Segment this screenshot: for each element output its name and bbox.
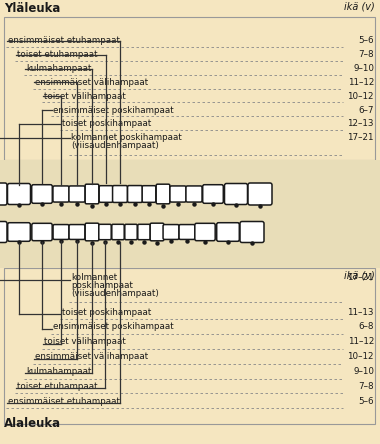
FancyBboxPatch shape: [186, 186, 202, 202]
FancyBboxPatch shape: [203, 185, 223, 203]
Text: 5–6: 5–6: [358, 396, 374, 406]
Text: ensimmäiset poskihampaat: ensimmäiset poskihampaat: [53, 106, 174, 115]
Text: 17–21: 17–21: [347, 274, 374, 282]
Text: 7–8: 7–8: [358, 50, 374, 59]
Text: toiset poskihampaat: toiset poskihampaat: [62, 119, 151, 128]
FancyBboxPatch shape: [125, 224, 137, 240]
Text: ensimmäiset etuhampaat: ensimmäiset etuhampaat: [8, 36, 120, 45]
FancyBboxPatch shape: [163, 225, 179, 239]
Bar: [0, 160, 380, 268]
Text: ensimmäiset etuhampaat: ensimmäiset etuhampaat: [8, 396, 120, 406]
FancyBboxPatch shape: [53, 225, 69, 239]
FancyBboxPatch shape: [195, 223, 215, 241]
Text: 17–21: 17–21: [347, 133, 374, 142]
FancyBboxPatch shape: [0, 183, 7, 205]
Text: poskihampaat: poskihampaat: [71, 281, 133, 290]
Text: toiset etuhampaat: toiset etuhampaat: [17, 50, 98, 59]
Text: Alaleuka: Alaleuka: [4, 417, 61, 430]
Text: 10–12: 10–12: [347, 352, 374, 361]
FancyBboxPatch shape: [179, 225, 195, 239]
Text: toiset välihampaat: toiset välihampaat: [44, 92, 126, 101]
FancyBboxPatch shape: [0, 222, 7, 242]
FancyBboxPatch shape: [128, 186, 142, 202]
Text: ensimmäiset välihampaat: ensimmäiset välihampaat: [35, 352, 148, 361]
FancyBboxPatch shape: [99, 224, 111, 240]
Text: 9–10: 9–10: [353, 367, 374, 376]
FancyBboxPatch shape: [32, 185, 52, 203]
Text: kulmahampaat: kulmahampaat: [26, 367, 91, 376]
FancyBboxPatch shape: [112, 224, 124, 240]
Text: 9–10: 9–10: [353, 64, 374, 73]
FancyBboxPatch shape: [138, 224, 150, 240]
FancyBboxPatch shape: [217, 223, 239, 241]
Text: ensimmäiset poskihampaat: ensimmäiset poskihampaat: [53, 322, 174, 332]
Text: 11–12: 11–12: [348, 337, 374, 346]
Text: 10–12: 10–12: [347, 92, 374, 101]
FancyBboxPatch shape: [99, 186, 113, 202]
FancyBboxPatch shape: [69, 225, 85, 239]
Text: ikä (v): ikä (v): [344, 270, 375, 280]
Text: 7–8: 7–8: [358, 382, 374, 391]
FancyBboxPatch shape: [112, 186, 127, 202]
FancyBboxPatch shape: [156, 184, 170, 204]
Text: 11–13: 11–13: [347, 308, 374, 317]
FancyBboxPatch shape: [225, 183, 247, 205]
Text: 5–6: 5–6: [358, 36, 374, 45]
FancyBboxPatch shape: [69, 186, 85, 202]
Bar: [4, 268, 375, 424]
Text: ensimmäiset välihampaat: ensimmäiset välihampaat: [35, 78, 148, 87]
FancyBboxPatch shape: [85, 184, 99, 204]
Text: toiset välihampaat: toiset välihampaat: [44, 337, 126, 346]
Text: 6–7: 6–7: [358, 106, 374, 115]
FancyBboxPatch shape: [142, 186, 156, 202]
FancyBboxPatch shape: [32, 223, 52, 241]
FancyBboxPatch shape: [170, 186, 186, 202]
Bar: [4, 17, 375, 160]
FancyBboxPatch shape: [8, 183, 30, 205]
Text: kolmannet poskihampaat: kolmannet poskihampaat: [71, 133, 182, 142]
Text: (viisaudenhampaat): (viisaudenhampaat): [71, 141, 159, 150]
Text: ikä (v): ikä (v): [344, 2, 375, 12]
Text: kulmahampaat: kulmahampaat: [26, 64, 91, 73]
Text: toiset poskihampaat: toiset poskihampaat: [62, 308, 151, 317]
FancyBboxPatch shape: [53, 186, 69, 202]
Text: Yläleuka: Yläleuka: [4, 2, 60, 15]
Text: (viisaudenhampaat): (viisaudenhampaat): [71, 289, 159, 297]
Text: 11–12: 11–12: [348, 78, 374, 87]
FancyBboxPatch shape: [240, 222, 264, 242]
Text: 6–8: 6–8: [358, 322, 374, 332]
FancyBboxPatch shape: [150, 223, 164, 241]
Text: 12–13: 12–13: [347, 119, 374, 128]
Text: toiset etuhampaat: toiset etuhampaat: [17, 382, 98, 391]
FancyBboxPatch shape: [85, 223, 99, 241]
FancyBboxPatch shape: [8, 223, 30, 241]
Text: kolmannet: kolmannet: [71, 274, 117, 282]
FancyBboxPatch shape: [248, 183, 272, 205]
